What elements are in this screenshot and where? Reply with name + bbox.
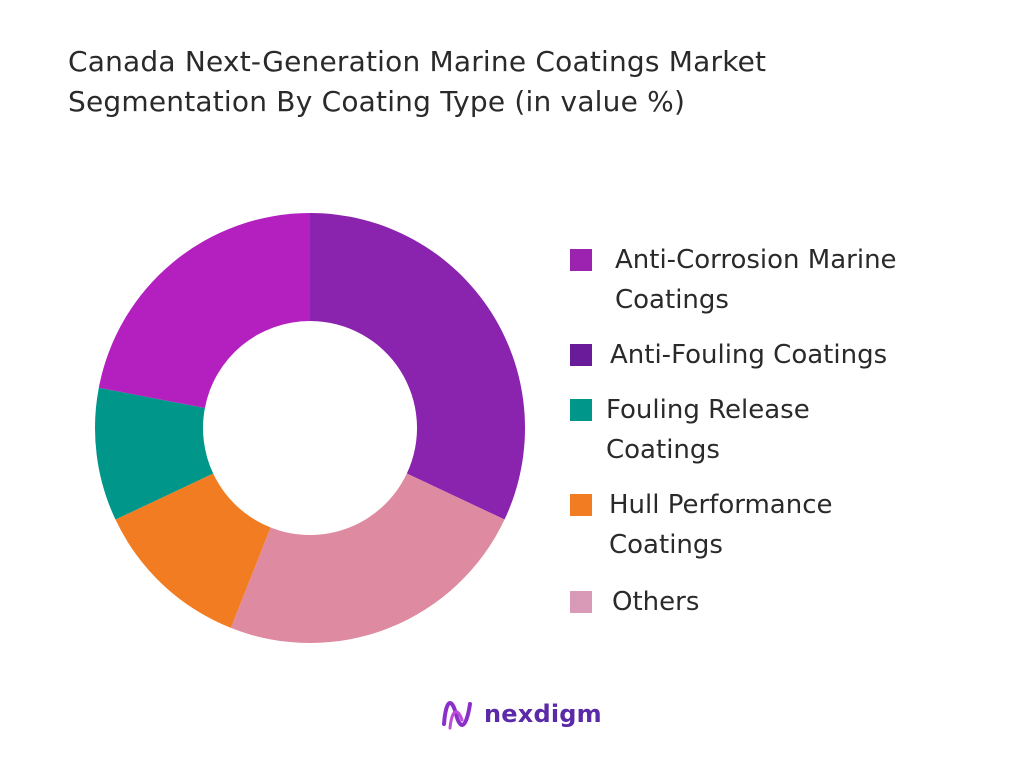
donut-slice-others	[230, 473, 505, 643]
legend-label: Fouling Release Coatings	[606, 395, 810, 465]
donut-chart	[95, 213, 525, 643]
donut-slice-anti-fouling-coatings	[310, 213, 525, 520]
chart-title-line1: Canada Next-Generation Marine Coatings M…	[68, 45, 767, 78]
legend-swatch	[570, 344, 592, 366]
donut-slice-anti-corrosion-marine-coatings	[98, 213, 310, 408]
legend-label: Hull Performance Coatings	[609, 490, 833, 560]
donut-slice-hull-performance-coatings	[115, 473, 271, 628]
chart-title-line2: Segmentation By Coating Type (in value %…	[68, 85, 686, 118]
nexdigm-logo-icon	[442, 701, 472, 730]
donut-slice-fouling-release-coatings	[95, 387, 214, 520]
legend-swatch	[570, 591, 592, 613]
legend-label: Others	[612, 587, 700, 617]
legend-swatch	[570, 399, 592, 421]
chart-title: Canada Next-Generation Marine Coatings M…	[68, 42, 968, 122]
legend-swatch	[570, 494, 592, 516]
brand-name: nexdigm	[484, 700, 602, 728]
legend-label: Anti-Fouling Coatings	[610, 340, 888, 370]
legend-label: Anti-Corrosion Marine Coatings	[615, 245, 897, 315]
legend-swatch	[570, 249, 592, 271]
brand-logo: nexdigm	[440, 694, 620, 738]
